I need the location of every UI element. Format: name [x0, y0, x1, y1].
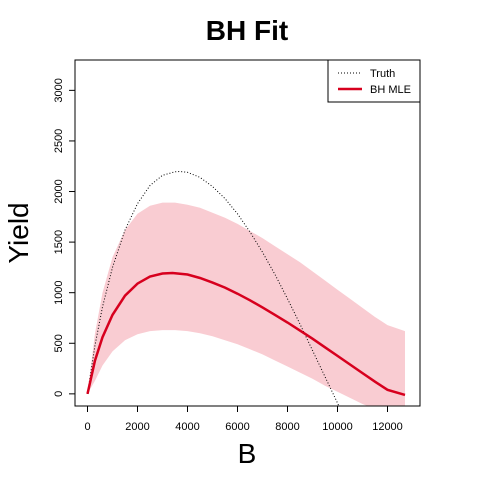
- x-tick-label: 10000: [322, 421, 353, 433]
- y-tick-label: 2500: [53, 129, 65, 153]
- y-axis: 0 500 1000 1500 2000 2500 3000: [53, 78, 75, 397]
- chart-title: BH Fit: [206, 15, 288, 46]
- x-tick-label: 12000: [372, 421, 403, 433]
- y-tick-label: 500: [53, 334, 65, 352]
- x-tick-label: 2000: [125, 421, 149, 433]
- y-tick-label: 1000: [53, 280, 65, 304]
- x-tick-label: 6000: [225, 421, 249, 433]
- y-tick-label: 3000: [53, 78, 65, 102]
- x-tick-label: 8000: [275, 421, 299, 433]
- x-tick-label: 4000: [175, 421, 199, 433]
- confidence-band: [88, 203, 406, 420]
- x-axis-label: B: [238, 438, 257, 469]
- y-axis-label: Yield: [3, 202, 34, 263]
- legend-label-bh-mle: BH MLE: [370, 84, 411, 96]
- y-tick-label: 2000: [53, 179, 65, 203]
- legend: Truth BH MLE: [328, 60, 420, 102]
- y-tick-label: 0: [53, 391, 65, 397]
- legend-label-truth: Truth: [370, 68, 395, 80]
- x-tick-label: 0: [84, 421, 90, 433]
- y-tick-label: 1500: [53, 230, 65, 254]
- x-axis: 0 2000 4000 6000 8000 10000 12000: [84, 406, 402, 433]
